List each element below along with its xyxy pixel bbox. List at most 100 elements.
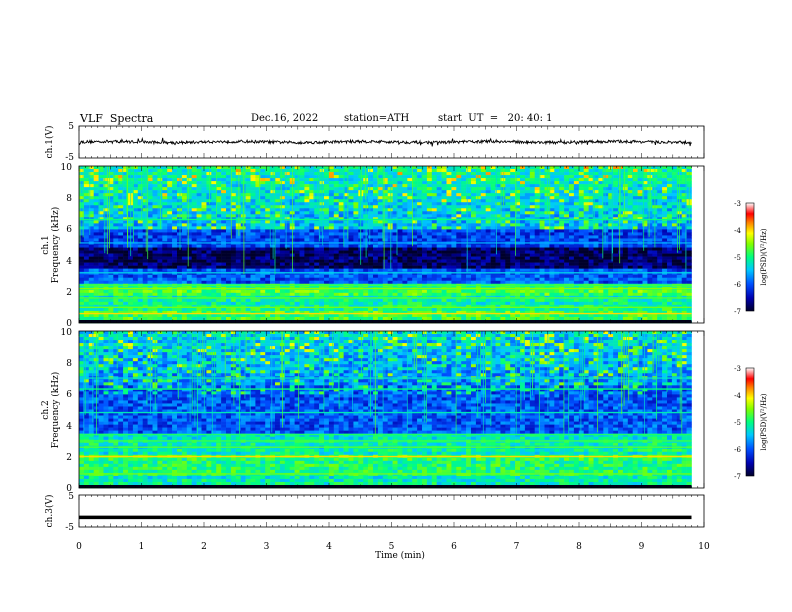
spectrogram-cell bbox=[113, 178, 119, 182]
spectrogram-cell bbox=[338, 250, 344, 254]
spectrogram-cell bbox=[230, 253, 237, 257]
spectrogram-cell bbox=[191, 226, 197, 230]
spectrogram-cell bbox=[613, 193, 619, 197]
spectrogram-cell bbox=[201, 262, 207, 266]
spectrogram-cell bbox=[554, 232, 560, 236]
spectrogram-cell bbox=[137, 250, 143, 254]
spectrogram-cell bbox=[456, 187, 462, 191]
spectrogram-cell bbox=[216, 235, 222, 239]
spectrogram-cell bbox=[495, 268, 501, 272]
spectrogram-cell bbox=[559, 172, 565, 176]
spectrogram-cell bbox=[515, 211, 521, 215]
spectrogram-cell bbox=[328, 250, 335, 254]
spectrogram-cell bbox=[363, 259, 369, 263]
spectrogram-cell bbox=[333, 202, 339, 206]
spectrogram-cell bbox=[260, 262, 266, 266]
spectrogram-cell bbox=[113, 226, 119, 230]
spectrogram-cell bbox=[426, 208, 433, 212]
spectrogram-cell bbox=[137, 178, 143, 182]
spectrogram-cell bbox=[373, 268, 379, 272]
spectrogram-cell bbox=[333, 226, 339, 230]
spectrogram-cell bbox=[426, 169, 433, 173]
spectrogram-cell bbox=[333, 250, 339, 254]
spectrogram-cell bbox=[598, 187, 604, 191]
spectrogram-cell bbox=[446, 184, 452, 188]
spectrogram-cell bbox=[495, 220, 501, 224]
spectrogram-cell bbox=[598, 175, 604, 179]
ch1-ytick-top: 5 bbox=[68, 122, 74, 132]
spectrogram-cell bbox=[260, 280, 266, 285]
spectrogram-cell bbox=[632, 262, 638, 266]
spectrogram-cell bbox=[265, 202, 271, 206]
spectrogram-cell bbox=[147, 208, 153, 212]
spectrogram-cell bbox=[123, 181, 129, 185]
spectrogram-cell bbox=[118, 196, 124, 200]
spectrogram-cell bbox=[387, 208, 393, 212]
spectrogram-cell bbox=[642, 235, 648, 239]
spectrogram-cell bbox=[627, 250, 633, 254]
spectrogram-cell bbox=[647, 214, 653, 218]
spectrogram-cell bbox=[422, 202, 428, 206]
spectrogram-cell bbox=[245, 220, 251, 224]
spectrogram-cell bbox=[216, 193, 222, 197]
spectrogram-cell bbox=[667, 202, 673, 206]
spectrogram-cell bbox=[662, 244, 668, 248]
spectrogram-cell bbox=[485, 181, 491, 185]
spectrogram-cell bbox=[603, 253, 609, 257]
spectrogram-cell bbox=[324, 268, 330, 272]
spectrogram-cell bbox=[667, 220, 673, 224]
spectrogram-cell bbox=[260, 172, 266, 176]
spectrogram-cell bbox=[196, 250, 202, 254]
spectrogram-cell bbox=[186, 265, 192, 269]
spectrogram-cell bbox=[627, 265, 633, 269]
spectrogram-cell bbox=[275, 202, 281, 206]
spectrogram-cell bbox=[539, 184, 545, 188]
spectrogram-cell bbox=[431, 277, 437, 282]
spectrogram-cell bbox=[495, 172, 501, 176]
spectrogram-cell bbox=[446, 202, 452, 206]
spectrogram-cell bbox=[123, 214, 129, 218]
spectrogram-cell bbox=[314, 274, 320, 279]
spectrogram-cell bbox=[632, 229, 638, 233]
spectrogram-cell bbox=[221, 259, 227, 263]
spectrogram-cell bbox=[554, 277, 560, 282]
spectrogram-cell bbox=[412, 223, 418, 227]
spectrogram-cell bbox=[88, 169, 94, 173]
spectrogram-cell bbox=[152, 244, 158, 248]
spectrogram-cell bbox=[255, 247, 261, 251]
spectrogram-cell bbox=[471, 181, 477, 185]
spectrogram-cell bbox=[583, 196, 589, 200]
spectrogram-cell bbox=[539, 238, 545, 242]
spectrogram-cell bbox=[191, 205, 197, 209]
spectrogram-cell bbox=[147, 238, 153, 242]
spectrogram-cell bbox=[324, 262, 330, 266]
spectrogram-cell bbox=[279, 199, 286, 203]
spectrogram-cell bbox=[172, 235, 178, 239]
spectrogram-cell bbox=[671, 277, 678, 282]
spectrogram-cell bbox=[314, 244, 320, 248]
spectrogram-cell bbox=[309, 238, 315, 242]
spectrogram-cell bbox=[83, 280, 90, 285]
spectrogram-cell bbox=[510, 211, 516, 215]
spectrogram-cell bbox=[480, 196, 486, 200]
spectrogram-cell bbox=[657, 178, 663, 182]
spectrogram-cell bbox=[412, 262, 418, 266]
spectrogram-cell bbox=[181, 199, 188, 203]
spectrogram-cell bbox=[206, 274, 212, 279]
spectrogram-cell bbox=[103, 259, 109, 263]
spectrogram-cell bbox=[451, 193, 457, 197]
spectrogram-cell bbox=[642, 268, 648, 272]
spectrogram-cell bbox=[368, 166, 374, 170]
spectrogram-cell bbox=[608, 277, 614, 282]
spectrogram-cell bbox=[191, 202, 197, 206]
spectrogram-cell bbox=[147, 214, 153, 218]
spectrogram-cell bbox=[397, 187, 403, 191]
spectrogram-cell bbox=[471, 256, 477, 260]
spectrogram-cell bbox=[142, 175, 148, 179]
spectrogram-cell bbox=[520, 247, 526, 251]
spectrogram-cell bbox=[520, 235, 526, 239]
spectrogram-cell bbox=[539, 187, 545, 191]
spectrogram-cell bbox=[103, 232, 109, 236]
spectrogram-cell bbox=[132, 277, 139, 282]
spectrogram-cell bbox=[250, 175, 256, 179]
